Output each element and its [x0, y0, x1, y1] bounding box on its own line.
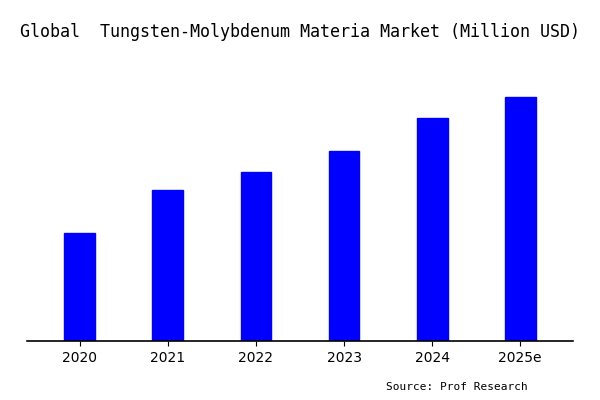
Bar — [241, 172, 271, 341]
Bar — [152, 190, 184, 341]
Title: Global  Tungsten-Molybdenum Materia Market (Million USD): Global Tungsten-Molybdenum Materia Marke… — [20, 23, 580, 41]
Bar — [416, 118, 448, 341]
Text: Source: Prof Research: Source: Prof Research — [386, 382, 528, 392]
Bar — [505, 97, 536, 341]
Bar — [329, 151, 359, 341]
Bar — [64, 234, 95, 341]
